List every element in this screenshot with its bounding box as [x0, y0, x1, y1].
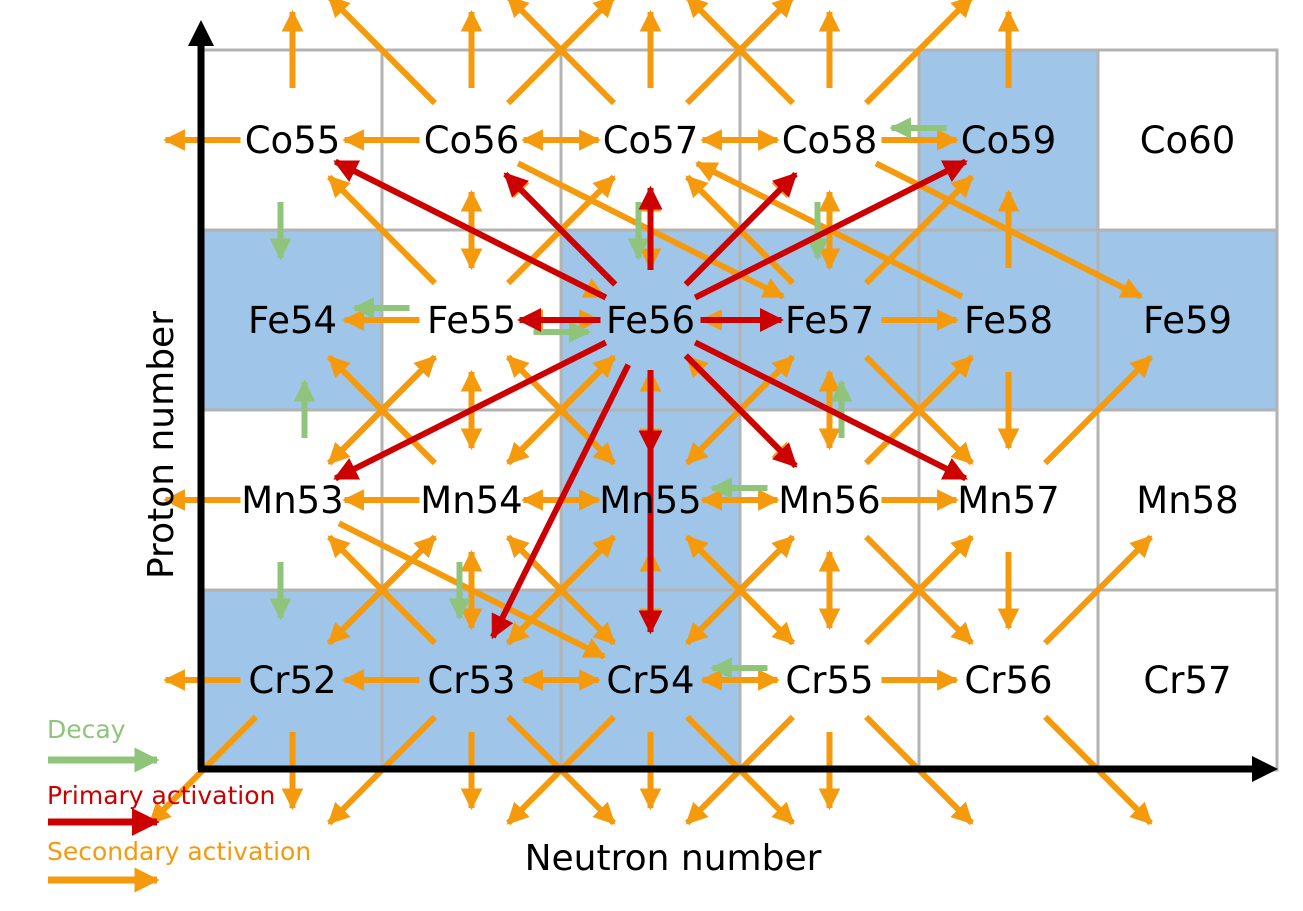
primary-arrow-fe56-to-mn56 — [683, 353, 798, 469]
axes — [188, 20, 1278, 782]
nuclide-label-fe57: Fe57 — [785, 299, 874, 342]
x-axis-arrowhead — [1252, 756, 1278, 782]
legend-decay-label: Decay — [47, 715, 126, 744]
nuclide-label-mn54: Mn54 — [420, 479, 522, 522]
primary-arrow-fe56-to-cr53 — [490, 363, 631, 640]
primary-arrow-fe56-to-co55 — [333, 158, 608, 301]
nuclide-cell-cr57 — [1096, 588, 1279, 772]
secondary-arrow-cr53-to-mn53 — [327, 534, 437, 646]
nuclide-label-cr53: Cr53 — [427, 659, 515, 702]
nuclide-label-cr56: Cr56 — [964, 659, 1052, 702]
y-axis-arrowhead — [188, 20, 214, 46]
secondary-arrow-mn53-to-fe55 — [327, 354, 437, 466]
nuclide-label-co59: Co59 — [961, 119, 1057, 162]
primary-arrow-fe56-to-mn53 — [333, 339, 608, 482]
nuclide-label-co58: Co58 — [782, 119, 878, 162]
secondary-arrow-cr55-to-mn57 — [864, 534, 974, 646]
legend: Decay Primary activation Secondary activ… — [47, 715, 311, 893]
target-nuclide-label: Fe56 — [606, 299, 695, 342]
primary-arrow-fe56-to-co58 — [683, 171, 798, 287]
secondary-arrow-cr56-to-mn58 — [1043, 534, 1153, 646]
nuclide-label-mn56: Mn56 — [778, 479, 880, 522]
nuclide-label-mn55: Mn55 — [599, 479, 701, 522]
primary-arrow-fe56-to-mn57 — [693, 339, 968, 482]
secondary-arrow-cr54-to-mn54 — [506, 534, 616, 646]
primary-arrow-fe56-to-co56 — [503, 171, 618, 287]
nuclide-label-cr57: Cr57 — [1143, 659, 1231, 702]
secondary-arrow-mn56-to-fe58 — [864, 354, 974, 466]
secondary-arrow-cr55-to-mn55 — [685, 534, 795, 646]
primary-arrow-fe56-to-co59 — [693, 158, 968, 301]
nuclide-label-cr54: Cr54 — [606, 659, 694, 702]
nuclide-label-mn57: Mn57 — [957, 479, 1059, 522]
nuclide-label-co57: Co57 — [603, 119, 699, 162]
primary-activation-arrows — [333, 158, 968, 640]
nuclide-label-fe54: Fe54 — [248, 299, 337, 342]
secondary-arrow-mn53-to-cr54 — [337, 520, 606, 660]
secondary-arrow-co58-to-ni60 — [864, 0, 974, 106]
nuclide-label-co56: Co56 — [424, 119, 520, 162]
secondary-arrow-fe57-to-co59 — [864, 174, 974, 286]
nuclide-label-cr52: Cr52 — [248, 659, 336, 702]
nuclide-label-co55: Co55 — [245, 119, 341, 162]
secondary-arrow-co57-to-ni59 — [685, 0, 795, 106]
nuclide-label-fe55: Fe55 — [427, 299, 516, 342]
nuclide-label-cr55: Cr55 — [785, 659, 873, 702]
y-axis-title: Proton number — [141, 311, 182, 579]
secondary-arrow-co56-to-ni56 — [327, 0, 437, 106]
secondary-arrow-fe55-to-co55 — [327, 174, 437, 286]
decay-arrows — [269, 117, 947, 679]
nuclide-cell-co60 — [1096, 48, 1279, 232]
nuclide-label-co60: Co60 — [1140, 119, 1236, 162]
nuclide-label-mn58: Mn58 — [1136, 479, 1238, 522]
x-axis-title: Neutron number — [525, 838, 822, 879]
secondary-arrow-mn57-to-fe59 — [1043, 354, 1153, 466]
legend-primary-label: Primary activation — [47, 781, 275, 810]
nuclide-label-fe58: Fe58 — [964, 299, 1053, 342]
secondary-arrow-co56-to-ni58 — [506, 0, 616, 106]
nuclide-label-fe59: Fe59 — [1143, 299, 1232, 342]
legend-secondary-label: Secondary activation — [47, 837, 311, 866]
secondary-arrow-mn55-to-fe55 — [506, 354, 616, 466]
nuclide-labels: Co55 Co56 Co57 Co58 Co59 Co60 Fe54 Fe55 Fe56 Fe57… — [241, 119, 1238, 702]
nuclide-label-mn53: Mn53 — [241, 479, 343, 522]
